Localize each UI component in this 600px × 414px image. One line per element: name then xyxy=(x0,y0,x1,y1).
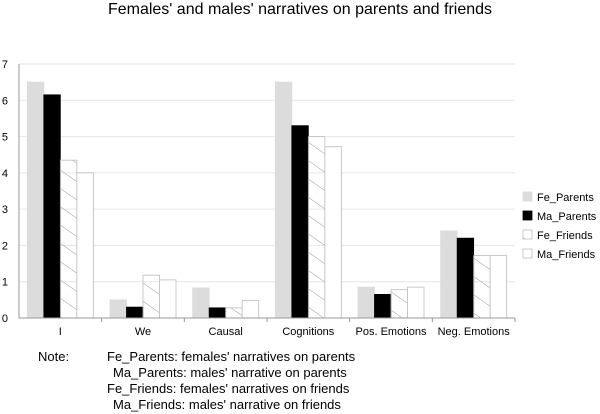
legend-label: Ma_Parents xyxy=(537,211,597,223)
y-tick-label: 1 xyxy=(2,277,8,289)
legend-swatch xyxy=(522,210,533,221)
chart-title: Females' and males' narratives on parent… xyxy=(107,1,493,18)
legend-swatch xyxy=(522,191,533,202)
x-tick-label: Cognitions xyxy=(282,326,334,338)
legend-label: Ma_Friends xyxy=(537,249,596,261)
x-tick-label: Pos. Emotions xyxy=(356,326,427,338)
bar xyxy=(76,172,94,319)
y-tick-label: 2 xyxy=(2,240,8,252)
bar xyxy=(390,289,408,319)
y-tick-label: 3 xyxy=(2,204,8,216)
y-tick-label: 7 xyxy=(2,59,8,71)
note-line: Fe_Friends: females' narratives on frien… xyxy=(107,381,350,396)
y-tick-label: 5 xyxy=(2,132,8,144)
note-line: Fe_Parents: females' narratives on paren… xyxy=(107,349,356,364)
bars xyxy=(26,81,508,319)
bar xyxy=(59,159,78,319)
bar xyxy=(192,287,210,319)
legend-label: Fe_Parents xyxy=(537,192,594,204)
x-tick-label: Neg. Emotions xyxy=(438,326,511,338)
axes: 0 1 2 3 4 5 6 7 I We Causal Cognitions Pos. Emotions… xyxy=(2,59,516,338)
x-tick-label: I xyxy=(59,326,62,338)
bar xyxy=(225,307,243,319)
note-lines: Fe_Parents: females' narratives on paren… xyxy=(107,349,355,413)
bar xyxy=(374,294,392,319)
x-tick-label: We xyxy=(135,326,151,338)
bar xyxy=(43,94,61,319)
bar xyxy=(307,136,326,319)
bar xyxy=(159,279,177,319)
y-tick-label: 6 xyxy=(2,95,8,107)
bar xyxy=(274,81,293,319)
note-label: Note: xyxy=(38,349,70,364)
legend-label: Fe_Friends xyxy=(537,230,593,242)
y-tick-label: 0 xyxy=(2,313,8,325)
bar xyxy=(407,286,425,319)
bar xyxy=(291,125,309,319)
bar xyxy=(126,306,144,319)
note-line: Ma_Parents: males' narrative on parents xyxy=(113,365,347,380)
bar xyxy=(241,300,260,319)
bar xyxy=(440,230,458,319)
bar xyxy=(26,81,45,319)
legend: Fe_Parents Ma_Parents Fe_Friends Ma_Friends xyxy=(522,191,597,261)
gridlines xyxy=(19,63,515,283)
bar xyxy=(324,146,342,319)
x-tick-label: Causal xyxy=(209,326,243,338)
bar xyxy=(109,299,127,319)
bar xyxy=(208,307,227,319)
bar xyxy=(456,237,475,319)
bar xyxy=(489,255,508,319)
legend-swatch xyxy=(522,248,533,259)
note-line: Ma_Friends: males' narrative on friends xyxy=(113,397,341,412)
legend-swatch xyxy=(522,229,533,240)
bar xyxy=(473,255,491,319)
bar xyxy=(357,286,375,319)
y-tick-label: 4 xyxy=(2,168,8,180)
bar xyxy=(142,274,160,319)
